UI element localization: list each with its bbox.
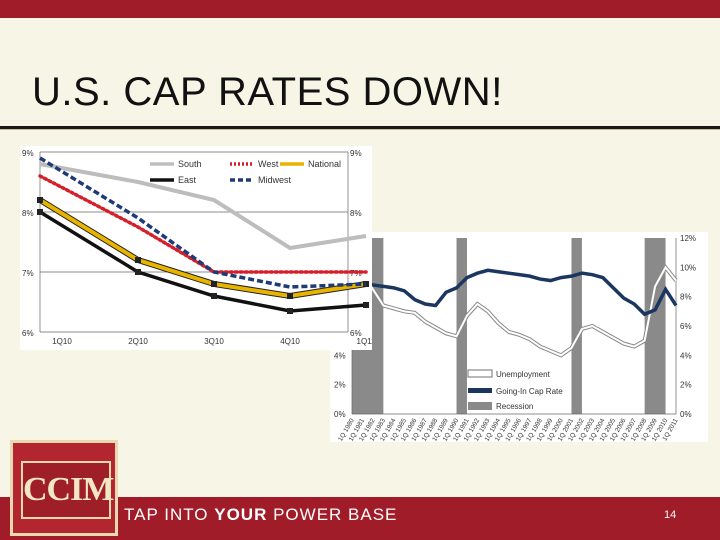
series-line-midwest (39, 156, 367, 289)
x-tick-label: 1Q10 (52, 337, 72, 346)
tagline-pre: TAP INTO (124, 505, 215, 524)
tagline-bold: YOUR (214, 505, 268, 524)
y-tick-label-right: 2% (680, 381, 692, 390)
y-tick-label-right: 12% (680, 234, 696, 243)
series-marker (135, 257, 141, 263)
y-tick-label: 6% (22, 329, 34, 338)
recession-band (571, 238, 582, 414)
x-tick-label: 2Q10 (128, 337, 148, 346)
recession-band (644, 238, 666, 414)
x-tick-label: 4Q10 (280, 337, 300, 346)
title-rule-shadow (0, 129, 720, 130)
regional-cap-rate-chart: 9%8%7%6%9%8%7%6%1Q102Q103Q104Q101Q11Sout… (20, 146, 376, 350)
legend-swatch-unemployment (467, 369, 493, 378)
y-tick-label: 8% (22, 209, 34, 218)
y-tick-label-right: 6% (680, 322, 692, 331)
x-tick-label: 3Q10 (204, 337, 224, 346)
unemployment-vs-cap-rate-chart: 12% 10% 8% 6% 4% 2% 0% 4% 2% 0% 1Q 1980 1Q 1981 1Q 1… (330, 232, 708, 443)
cap-rate-line (350, 268, 678, 317)
y-tick-label-right: 6% (350, 329, 362, 338)
ccim-logo: CCIM (10, 440, 118, 536)
y-tick-label-right: 4% (680, 351, 692, 360)
series-marker (287, 293, 293, 299)
series-marker (363, 302, 369, 308)
logo-text: CCIM (23, 471, 114, 508)
y-tick-label: 0% (334, 410, 346, 419)
logo-panel: CCIM (21, 461, 114, 519)
slide-title: U.S. CAP RATES DOWN! (32, 70, 503, 114)
y-tick-label: 7% (22, 269, 34, 278)
y-tick-label: 9% (22, 149, 34, 158)
legend-label: West (258, 159, 279, 169)
series-marker (211, 281, 217, 287)
series-marker (287, 308, 293, 314)
series-marker (37, 197, 43, 203)
chart1-svg: 9%8%7%6%9%8%7%6%1Q102Q103Q104Q101Q11Sout… (22, 149, 376, 346)
tagline: TAP INTO YOUR POWER BASE (124, 505, 397, 525)
y-tick-label: 2% (334, 381, 346, 390)
y-tick-label-right: 9% (350, 149, 362, 158)
page-number: 14 (664, 509, 677, 521)
footer-band (0, 497, 720, 540)
legend-label: National (308, 159, 341, 169)
series-marker (211, 293, 217, 299)
legend-label: Unemployment (496, 370, 551, 379)
series-line-west (38, 174, 368, 274)
y-tick-label-right: 0% (680, 410, 692, 419)
y-tick-label-right: 8% (680, 293, 692, 302)
y-tick-label-right: 10% (680, 263, 696, 272)
legend-label: Midwest (258, 175, 292, 185)
legend-label: East (178, 175, 197, 185)
y-tick-label: 4% (334, 351, 346, 360)
x-tick-label: 1Q11 (357, 337, 372, 346)
top-banner (0, 0, 720, 18)
legend-label: Going-In Cap Rate (496, 387, 563, 396)
tagline-post: POWER BASE (267, 505, 398, 524)
legend-label: South (178, 159, 202, 169)
series-marker (135, 269, 141, 275)
y-tick-label-right: 8% (350, 209, 362, 218)
series-line-south (39, 162, 367, 251)
legend-label: Recession (496, 402, 533, 411)
legend-swatch-caprate (468, 388, 492, 393)
unemployment-line (351, 263, 677, 357)
series-line-national (38, 198, 367, 299)
title-rule (0, 126, 720, 129)
legend-swatch-recession (468, 402, 492, 410)
series-marker (37, 209, 43, 215)
